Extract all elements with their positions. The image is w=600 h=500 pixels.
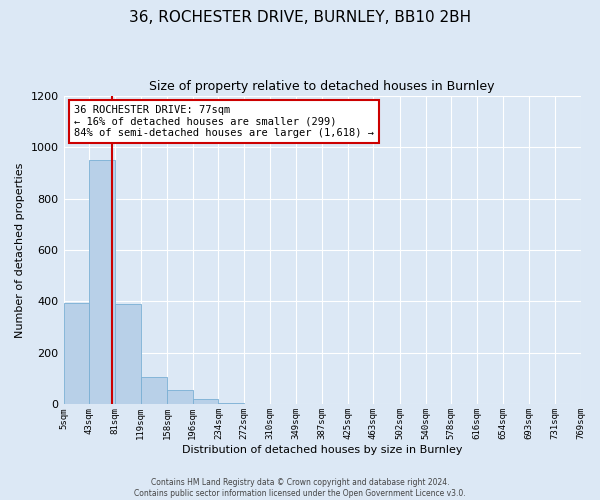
- Text: 36 ROCHESTER DRIVE: 77sqm
← 16% of detached houses are smaller (299)
84% of semi: 36 ROCHESTER DRIVE: 77sqm ← 16% of detac…: [74, 105, 374, 138]
- Text: Contains HM Land Registry data © Crown copyright and database right 2024.
Contai: Contains HM Land Registry data © Crown c…: [134, 478, 466, 498]
- Bar: [193, 400, 218, 404]
- Bar: [64, 302, 89, 404]
- Bar: [115, 304, 140, 404]
- Y-axis label: Number of detached properties: Number of detached properties: [15, 162, 25, 338]
- Bar: [140, 378, 167, 404]
- Bar: [89, 160, 115, 404]
- Title: Size of property relative to detached houses in Burnley: Size of property relative to detached ho…: [149, 80, 495, 93]
- X-axis label: Distribution of detached houses by size in Burnley: Distribution of detached houses by size …: [182, 445, 462, 455]
- Bar: [218, 403, 244, 404]
- Text: 36, ROCHESTER DRIVE, BURNLEY, BB10 2BH: 36, ROCHESTER DRIVE, BURNLEY, BB10 2BH: [129, 10, 471, 25]
- Bar: [167, 390, 193, 404]
